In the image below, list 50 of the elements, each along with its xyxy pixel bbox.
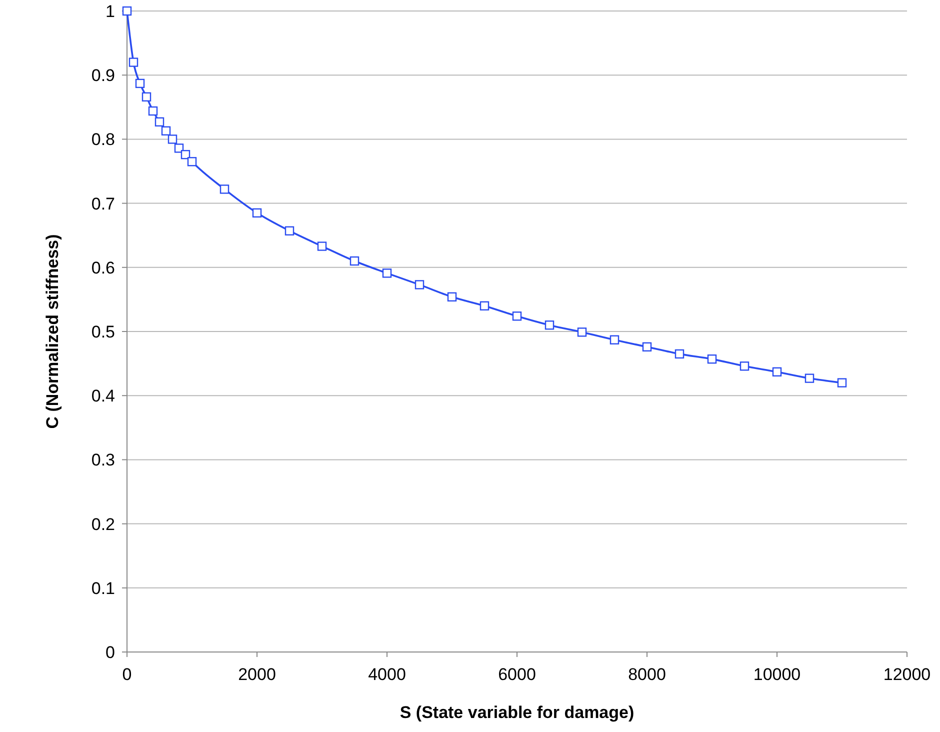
point (577, 328, 587, 337)
point (220, 184, 230, 194)
point (707, 354, 717, 364)
point (284, 226, 294, 236)
x-axis-title: S (State variable for damage) (400, 703, 634, 722)
y-tick-label: 0.1 (91, 578, 115, 598)
point (187, 157, 197, 166)
point (180, 150, 190, 160)
point (512, 312, 522, 321)
x-tick-label: 12000 (883, 665, 931, 684)
y-axis-title: C (Normalized stiffness) (43, 234, 62, 429)
point (142, 92, 152, 102)
point (544, 320, 554, 330)
x-tick-label: 10000 (753, 665, 801, 684)
point (350, 256, 360, 266)
point (837, 378, 847, 388)
point (168, 134, 178, 144)
y-tick-label: 0 (106, 642, 115, 662)
y-tick-label: 0.3 (91, 450, 115, 470)
point (148, 106, 158, 116)
y-tick-label: 0.5 (91, 322, 115, 342)
point (447, 292, 457, 302)
y-tick-label: 0.9 (91, 66, 115, 86)
point (804, 374, 814, 383)
point (642, 342, 652, 352)
point (135, 78, 145, 88)
x-tick-label: 6000 (498, 665, 536, 684)
y-tick-label: 0.4 (91, 386, 115, 406)
point (252, 208, 262, 218)
x-tick-label: 4000 (368, 665, 406, 684)
y-tick-label: 0.8 (91, 130, 115, 150)
point (174, 144, 184, 153)
point (414, 280, 424, 290)
point (154, 117, 164, 126)
point (480, 301, 490, 310)
y-tick-label: 0.6 (91, 258, 115, 278)
x-tick-label: 8000 (628, 665, 666, 684)
y-tick-label: 0.7 (91, 194, 115, 214)
y-tick-label: 1 (106, 2, 115, 21)
point (128, 58, 138, 67)
x-tick-label: 2000 (238, 665, 276, 684)
point (161, 126, 171, 136)
y-tick-label: 0.2 (91, 514, 115, 534)
point (772, 367, 782, 376)
x-tick-label: 0 (122, 665, 132, 684)
point (674, 349, 684, 359)
point (610, 335, 620, 344)
point (382, 268, 392, 278)
point (317, 242, 327, 251)
point (740, 362, 750, 371)
